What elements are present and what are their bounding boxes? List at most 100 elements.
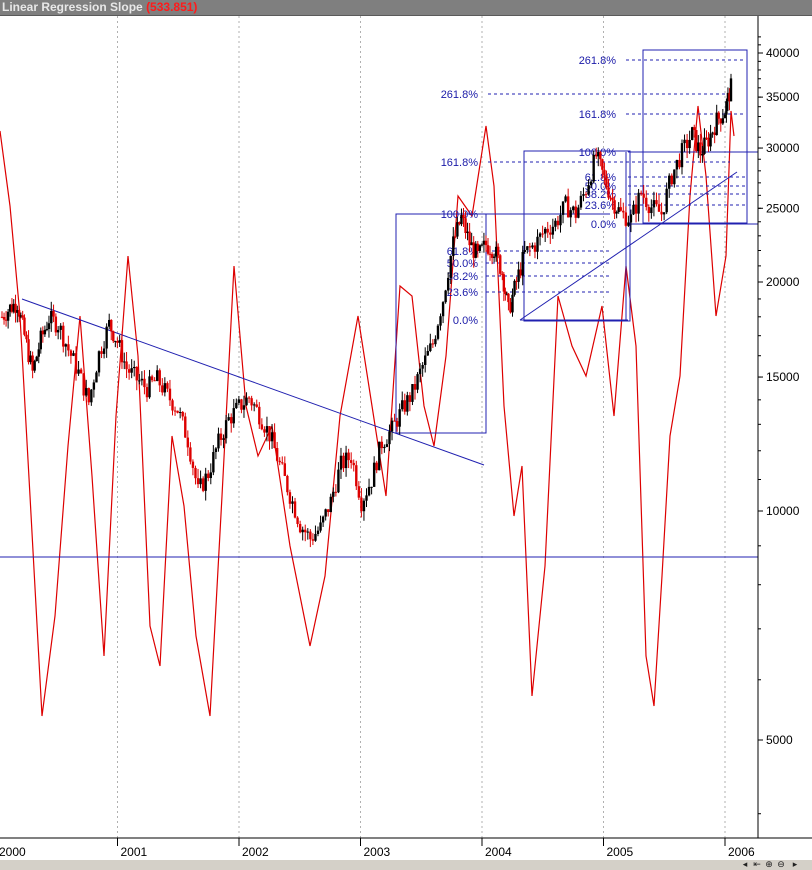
candle-body <box>370 486 373 488</box>
price-chart[interactable]: 261.8% 161.8% 100.0% 61.8%50.0%38.2% 23.6% 0.… <box>0 16 812 860</box>
candle-body <box>707 137 710 147</box>
zoom-out-button[interactable]: ⊖ <box>777 860 785 870</box>
candle-body <box>321 516 325 523</box>
candle-body <box>480 244 484 246</box>
candle-body <box>390 420 394 432</box>
candle-body <box>33 361 36 371</box>
zoom-in-button[interactable]: ⊕ <box>765 860 773 870</box>
candle-body <box>429 343 432 352</box>
candle-body <box>143 378 146 388</box>
candle-body <box>411 384 414 402</box>
candle-body <box>14 303 17 313</box>
candlesticks <box>0 73 733 548</box>
fib-level-label: 161.8% <box>441 157 479 169</box>
candle-body <box>395 421 399 427</box>
candle-body <box>490 254 494 258</box>
scroll-left-button[interactable]: ◂ <box>742 860 748 870</box>
candle-body <box>478 245 482 251</box>
x-axis: 2000 2001 2002 2003 2004 2005 2006 <box>0 837 812 859</box>
candle-body <box>458 222 461 225</box>
candle-body <box>245 397 248 406</box>
candle-body <box>110 319 113 332</box>
candle-body <box>148 376 151 398</box>
descending-trendline <box>21 298 485 466</box>
candle-body <box>699 142 702 156</box>
scroll-right-button[interactable]: ▸ <box>792 860 798 870</box>
candle-body <box>365 495 368 501</box>
candle-body <box>252 404 256 406</box>
candle-body <box>265 426 269 433</box>
candle-body <box>466 231 469 234</box>
candle-body <box>634 204 638 214</box>
candle-body <box>102 348 106 354</box>
candle-body <box>611 197 614 201</box>
candle-body <box>617 207 620 212</box>
fib-level-label: 261.8% <box>441 89 479 101</box>
fib-level-label: 61.8% <box>447 246 478 258</box>
indicator-layer <box>0 105 735 717</box>
first-page-button[interactable]: ⇤ <box>753 860 761 870</box>
candle-body <box>647 207 651 214</box>
candle-body <box>398 409 401 427</box>
candle-body <box>589 181 593 186</box>
candle-body <box>16 310 19 313</box>
candle-body <box>595 154 598 157</box>
x-tick-label: 2003 <box>364 845 391 859</box>
regression-slope-line <box>0 105 735 717</box>
candle-body <box>426 351 429 356</box>
y-tick-label: 20000 <box>766 275 800 289</box>
candle-body <box>207 473 210 479</box>
candle-body <box>454 236 457 238</box>
candle-body <box>31 355 34 371</box>
candle-body <box>194 467 197 479</box>
candle-body <box>153 380 156 382</box>
candle-body <box>199 478 202 485</box>
y-tick-label: 30000 <box>766 141 800 155</box>
candle-body <box>615 211 618 214</box>
candle-body <box>85 388 88 396</box>
candle-body <box>613 200 616 214</box>
candle-body <box>4 319 8 321</box>
candle-body <box>224 420 228 439</box>
candle-body <box>577 207 580 218</box>
candle-body <box>523 250 526 252</box>
candle-body <box>383 446 386 449</box>
candle-body <box>665 188 668 213</box>
candle-body <box>507 293 510 303</box>
candle-body <box>584 194 588 196</box>
fib-level-label: 100.0% <box>441 209 479 221</box>
candle-body <box>120 340 124 363</box>
candle-body <box>130 368 133 373</box>
candle-body <box>12 303 15 312</box>
candle-body <box>460 214 463 225</box>
candle-body <box>52 310 55 317</box>
candle-body <box>556 220 560 226</box>
x-tick-label: 2002 <box>242 845 269 859</box>
candle-body <box>19 315 23 317</box>
candle-body <box>95 372 98 383</box>
fib-box <box>523 150 631 322</box>
candle-body <box>582 194 585 196</box>
candle-body <box>62 325 65 347</box>
candle-body <box>349 460 353 463</box>
candle-body <box>35 356 38 362</box>
candle-body <box>176 410 179 413</box>
candle-body <box>133 366 136 369</box>
candle-body <box>25 334 28 340</box>
candle-body <box>431 343 435 345</box>
candle-body <box>513 280 516 295</box>
candle-body <box>592 154 595 182</box>
ascending-trendline <box>519 171 738 321</box>
candle-body <box>324 509 327 517</box>
candle-body <box>528 246 532 248</box>
candle-body <box>449 255 452 278</box>
candle-body <box>566 196 570 218</box>
candle-body <box>235 402 238 409</box>
candle-body <box>138 380 141 382</box>
candle-body <box>393 420 396 422</box>
candle-body <box>418 368 422 375</box>
candle-body <box>90 389 93 403</box>
candle-body <box>452 236 455 256</box>
candle-body <box>161 385 164 393</box>
candle-body <box>344 452 348 469</box>
